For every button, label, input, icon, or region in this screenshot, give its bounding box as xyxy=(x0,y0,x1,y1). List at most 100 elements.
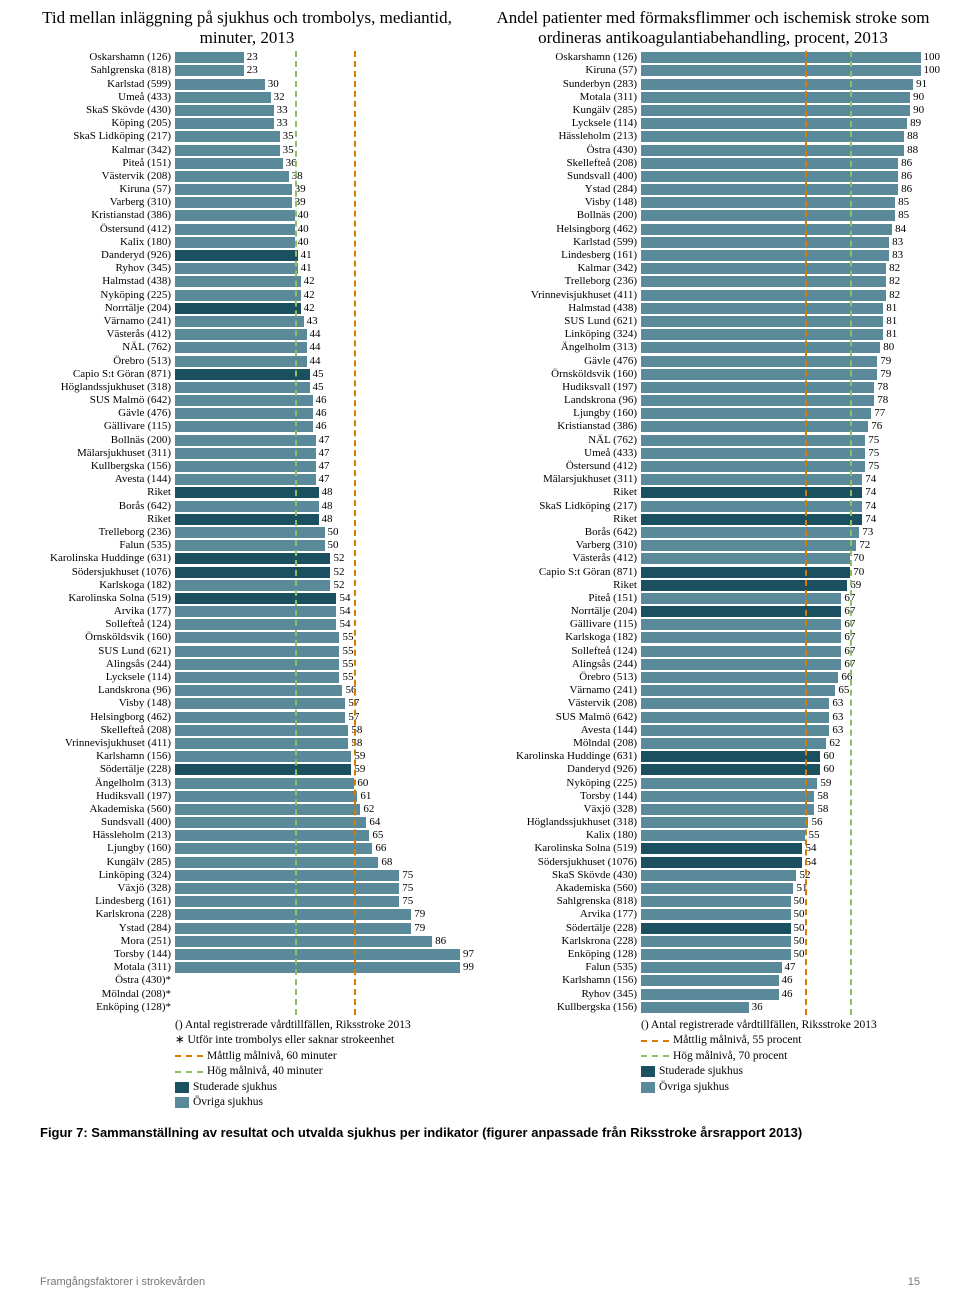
bar xyxy=(641,237,889,248)
bar xyxy=(641,778,817,789)
bar-value: 85 xyxy=(898,210,909,221)
bar-value: 50 xyxy=(328,540,339,551)
bar-value: 59 xyxy=(354,764,365,775)
bar-area: 52 xyxy=(175,552,474,565)
bar-area: 42 xyxy=(175,288,474,301)
bar xyxy=(175,158,283,169)
row-label: Lycksele (114) xyxy=(486,118,641,129)
bar-value: 67 xyxy=(844,593,855,604)
bar-area: 54 xyxy=(175,605,474,618)
chart-row: Piteå (151)67 xyxy=(486,592,940,605)
bar-area: 65 xyxy=(641,684,940,697)
chart-row: Ängelholm (313)80 xyxy=(486,341,940,354)
bar xyxy=(175,514,319,525)
bar xyxy=(641,962,782,973)
bar xyxy=(175,263,298,274)
chart-row: SkaS Skövde (430)52 xyxy=(486,869,940,882)
page: Tid mellan inläggning på sjukhus och tro… xyxy=(0,0,960,1111)
bar xyxy=(641,909,791,920)
chart-row: Linköping (324)81 xyxy=(486,328,940,341)
chart-row: Karlstad (599)30 xyxy=(20,77,474,90)
row-label: Sunderbyn (283) xyxy=(486,79,641,90)
chart-row: Alingsås (244)55 xyxy=(20,658,474,671)
bar-value: 47 xyxy=(319,474,330,485)
chart-row: SUS Malmö (642)63 xyxy=(486,710,940,723)
chart-row: Lycksele (114)89 xyxy=(486,117,940,130)
row-label: Sundsvall (400) xyxy=(20,817,175,828)
chart-row: Riket48 xyxy=(20,486,474,499)
chart-row: Enköping (128)50 xyxy=(486,948,940,961)
chart-row: Karolinska Huddinge (631)60 xyxy=(486,750,940,763)
row-label: Mälarsjukhuset (311) xyxy=(486,474,641,485)
row-label: Enköping (128) xyxy=(486,949,641,960)
bar-area: 44 xyxy=(175,341,474,354)
bar-area: 78 xyxy=(641,381,940,394)
bar-area: 40 xyxy=(175,236,474,249)
bar xyxy=(175,764,351,775)
bar xyxy=(641,764,820,775)
bar-value: 41 xyxy=(301,263,312,274)
bar-value: 83 xyxy=(892,250,903,261)
row-label: Sollefteå (124) xyxy=(486,646,641,657)
bar-area: 54 xyxy=(641,842,940,855)
bar xyxy=(175,487,319,498)
legend-star: ∗ Utför inte trombolys eller saknar stro… xyxy=(175,1033,474,1049)
bar xyxy=(175,936,432,947)
row-label: Lindesberg (161) xyxy=(20,896,175,907)
bar-value: 74 xyxy=(865,474,876,485)
bar-area: 46 xyxy=(641,987,940,1000)
row-label: Vrinnevisjukhuset (411) xyxy=(486,290,641,301)
chart-row: Enköping (128)* xyxy=(20,1001,474,1014)
row-label: Riket xyxy=(20,487,175,498)
bar xyxy=(175,870,399,881)
row-label: Mölndal (208) xyxy=(486,738,641,749)
bar xyxy=(641,52,921,63)
chart-row: Riket48 xyxy=(20,513,474,526)
bar xyxy=(641,276,886,287)
bar-value: 62 xyxy=(829,738,840,749)
chart-row: Varberg (310)72 xyxy=(486,539,940,552)
bar-area: 85 xyxy=(641,209,940,222)
chart-row: Köping (205)33 xyxy=(20,117,474,130)
bar-value: 46 xyxy=(316,421,327,432)
bar-area: 79 xyxy=(641,368,940,381)
row-label: Skellefteå (208) xyxy=(20,725,175,736)
bar-area: 84 xyxy=(641,223,940,236)
bar-value: 99 xyxy=(463,962,474,973)
row-label: Höglandssjukhuset (318) xyxy=(20,382,175,393)
row-label: Kungälv (285) xyxy=(20,857,175,868)
row-label: Sahlgrenska (818) xyxy=(20,65,175,76)
chart-row: Danderyd (926)60 xyxy=(486,763,940,776)
chart-row: Landskrona (96)56 xyxy=(20,684,474,697)
row-label: SkaS Lidköping (217) xyxy=(486,501,641,512)
row-label: Trelleborg (236) xyxy=(20,527,175,538)
bar xyxy=(175,949,460,960)
bar-area: 50 xyxy=(641,921,940,934)
chart-row: Umeå (433)32 xyxy=(20,91,474,104)
bar-area: 48 xyxy=(175,499,474,512)
row-label: Ystad (284) xyxy=(486,184,641,195)
row-label: Alingsås (244) xyxy=(20,659,175,670)
row-label: Kiruna (57) xyxy=(20,184,175,195)
bar-value: 74 xyxy=(865,501,876,512)
bar xyxy=(175,672,339,683)
chart-row: Borås (642)48 xyxy=(20,499,474,512)
bar xyxy=(175,923,411,934)
bar-area: 76 xyxy=(641,420,940,433)
bar-area: 82 xyxy=(641,275,940,288)
bar-area xyxy=(175,1001,474,1014)
row-label: Landskrona (96) xyxy=(486,395,641,406)
row-label: Umeå (433) xyxy=(486,448,641,459)
chart-row: Karlskrona (228)50 xyxy=(486,935,940,948)
bar xyxy=(641,105,910,116)
bar-value: 76 xyxy=(871,421,882,432)
chart-row: Karlskrona (228)79 xyxy=(20,908,474,921)
bar-value: 56 xyxy=(345,685,356,696)
bar-value: 55 xyxy=(342,672,353,683)
bar-value: 82 xyxy=(889,263,900,274)
bar-value: 50 xyxy=(328,527,339,538)
row-label: Gävle (476) xyxy=(486,356,641,367)
bar xyxy=(175,382,310,393)
chart-row: Södersjukhuset (1076)52 xyxy=(20,565,474,578)
row-label: Motala (311) xyxy=(20,962,175,973)
